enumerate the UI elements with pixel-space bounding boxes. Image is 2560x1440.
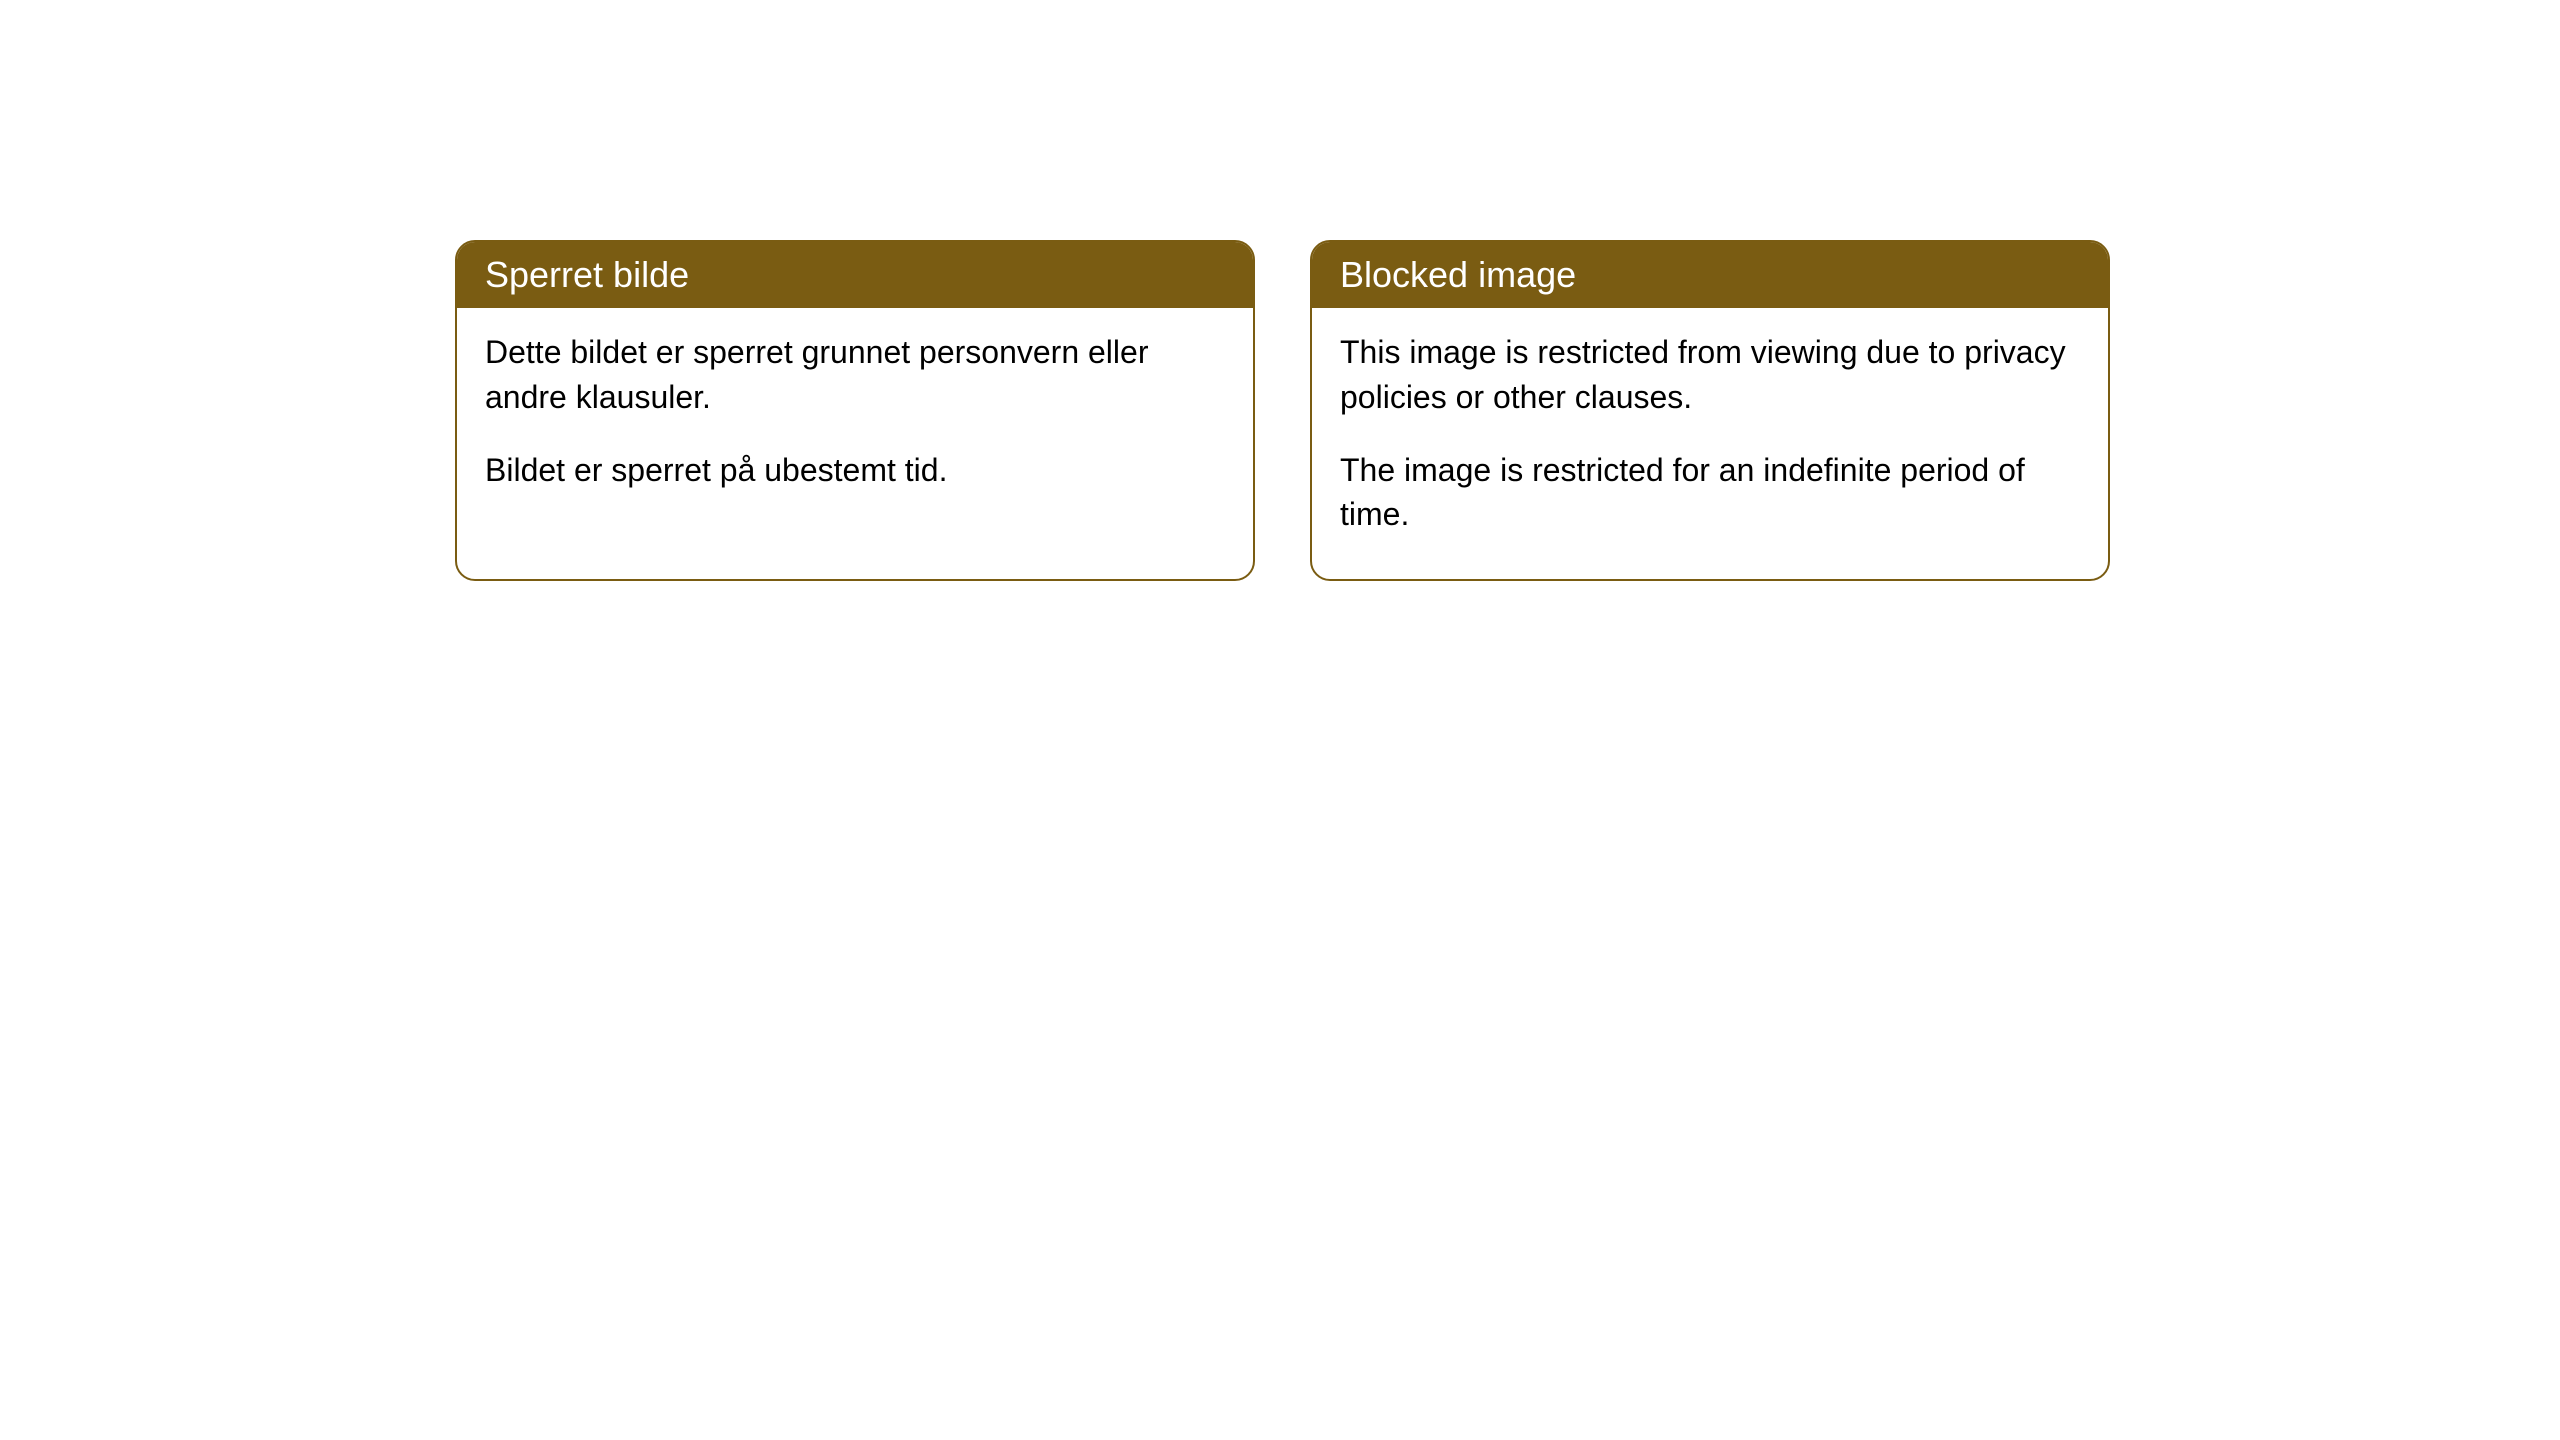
notice-cards-container: Sperret bilde Dette bildet er sperret gr… [455, 240, 2110, 581]
card-header-norwegian: Sperret bilde [457, 242, 1253, 308]
card-body-english: This image is restricted from viewing du… [1312, 308, 2108, 579]
notice-text-english-2: The image is restricted for an indefinit… [1340, 448, 2080, 538]
notice-text-english-1: This image is restricted from viewing du… [1340, 330, 2080, 420]
card-header-english: Blocked image [1312, 242, 2108, 308]
card-body-norwegian: Dette bildet er sperret grunnet personve… [457, 308, 1253, 534]
notice-text-norwegian-2: Bildet er sperret på ubestemt tid. [485, 448, 1225, 493]
notice-text-norwegian-1: Dette bildet er sperret grunnet personve… [485, 330, 1225, 420]
notice-card-english: Blocked image This image is restricted f… [1310, 240, 2110, 581]
notice-card-norwegian: Sperret bilde Dette bildet er sperret gr… [455, 240, 1255, 581]
